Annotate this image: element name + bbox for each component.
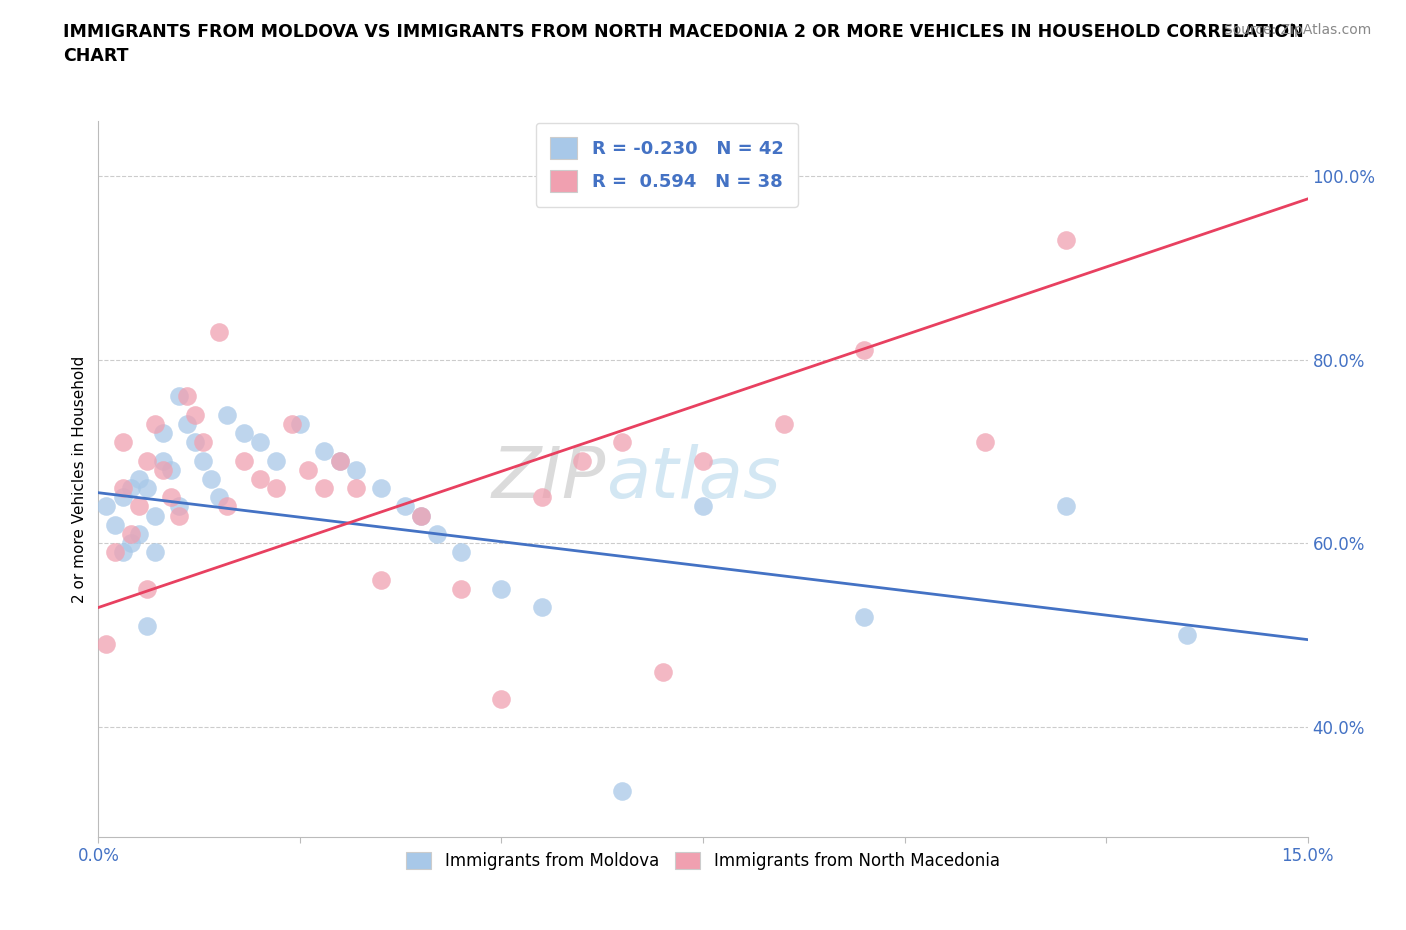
Point [692, 499, 714, 514]
Point [370, 573, 392, 588]
Point [249, 472, 271, 486]
Point [193, 435, 215, 450]
Point [288, 417, 311, 432]
Point [184, 435, 207, 450]
Point [1175, 628, 1198, 643]
Point [120, 526, 142, 541]
Text: atlas: atlas [606, 445, 780, 513]
Point [208, 325, 231, 339]
Point [111, 545, 134, 560]
Point [217, 499, 239, 514]
Point [853, 609, 876, 624]
Point [143, 545, 166, 560]
Point [160, 490, 183, 505]
Point [264, 481, 287, 496]
Point [450, 545, 472, 560]
Point [314, 444, 336, 458]
Point [160, 462, 183, 477]
Point [167, 508, 190, 523]
Point [426, 526, 449, 541]
Point [152, 453, 174, 468]
Y-axis label: 2 or more Vehicles in Household: 2 or more Vehicles in Household [72, 355, 87, 603]
Point [329, 453, 352, 468]
Point [208, 490, 231, 505]
Point [167, 389, 190, 404]
Point [612, 435, 634, 450]
Point [394, 499, 416, 514]
Point [281, 417, 304, 432]
Text: ZIP: ZIP [492, 445, 606, 513]
Legend: Immigrants from Moldova, Immigrants from North Macedonia: Immigrants from Moldova, Immigrants from… [398, 844, 1008, 879]
Point [571, 453, 593, 468]
Point [249, 435, 271, 450]
Point [297, 462, 319, 477]
Point [530, 490, 553, 505]
Point [128, 499, 150, 514]
Point [1054, 232, 1077, 247]
Point [491, 692, 513, 707]
Point [314, 481, 336, 496]
Point [853, 343, 876, 358]
Point [692, 453, 714, 468]
Point [135, 481, 157, 496]
Point [143, 417, 166, 432]
Point [176, 417, 198, 432]
Point [96, 499, 118, 514]
Point [111, 435, 134, 450]
Point [103, 517, 125, 532]
Point [232, 453, 254, 468]
Point [329, 453, 352, 468]
Point [96, 637, 118, 652]
Text: Source: ZipAtlas.com: Source: ZipAtlas.com [1223, 23, 1371, 37]
Point [217, 407, 239, 422]
Point [344, 481, 367, 496]
Point [264, 453, 287, 468]
Point [176, 389, 198, 404]
Point [409, 508, 432, 523]
Point [200, 472, 222, 486]
Point [128, 472, 150, 486]
Point [111, 490, 134, 505]
Point [344, 462, 367, 477]
Point [143, 508, 166, 523]
Point [128, 526, 150, 541]
Point [370, 481, 392, 496]
Point [111, 481, 134, 496]
Point [612, 784, 634, 799]
Point [193, 453, 215, 468]
Point [974, 435, 997, 450]
Point [1054, 499, 1077, 514]
Point [152, 462, 174, 477]
Point [772, 417, 794, 432]
Point [135, 618, 157, 633]
Point [167, 499, 190, 514]
Point [232, 426, 254, 441]
Point [450, 581, 472, 596]
Point [491, 581, 513, 596]
Point [651, 664, 673, 679]
Text: IMMIGRANTS FROM MOLDOVA VS IMMIGRANTS FROM NORTH MACEDONIA 2 OR MORE VEHICLES IN: IMMIGRANTS FROM MOLDOVA VS IMMIGRANTS FR… [63, 23, 1303, 65]
Point [184, 407, 207, 422]
Point [530, 600, 553, 615]
Point [103, 545, 125, 560]
Point [120, 481, 142, 496]
Point [135, 581, 157, 596]
Point [135, 453, 157, 468]
Point [409, 508, 432, 523]
Point [152, 426, 174, 441]
Point [120, 536, 142, 551]
